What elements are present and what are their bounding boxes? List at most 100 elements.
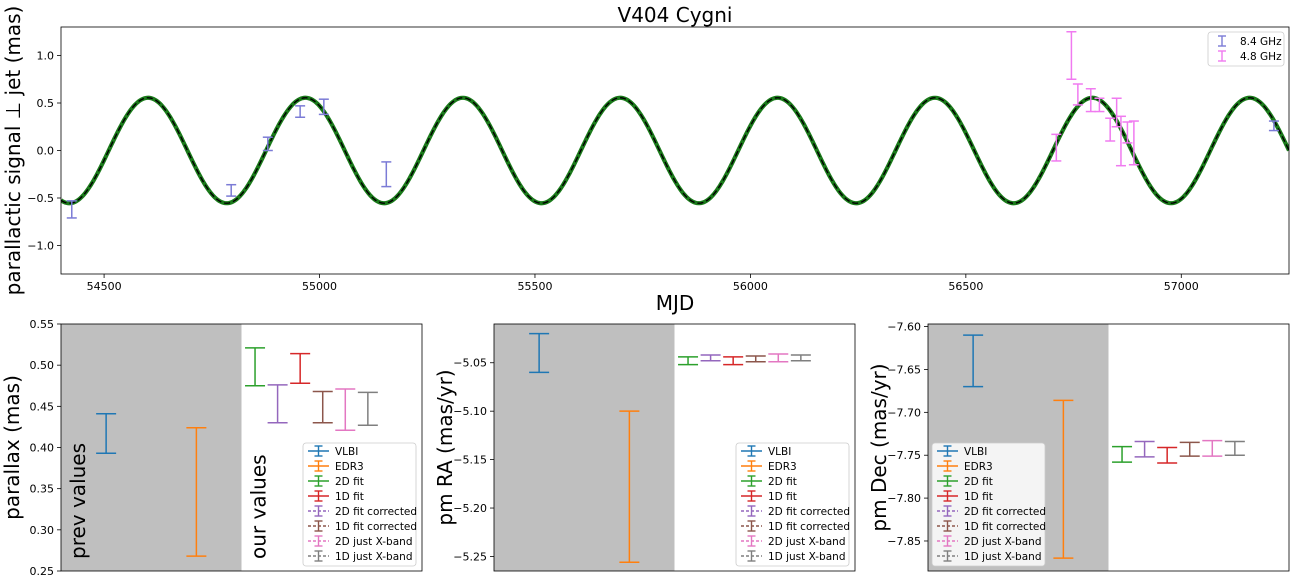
legend-box bbox=[735, 442, 850, 567]
errorbar-2d-fit bbox=[678, 356, 699, 366]
legend-label: 2D fit bbox=[335, 476, 364, 488]
errorbar-edr3 bbox=[186, 426, 207, 557]
errorbar-4-8ghz bbox=[1122, 121, 1133, 144]
y-tick-label: 0.0 bbox=[37, 145, 55, 158]
axes-frame bbox=[927, 323, 1290, 572]
errorbar-4-8ghz bbox=[1128, 120, 1139, 166]
x-tick-label: 54500 bbox=[87, 280, 122, 293]
errorbar-1d-just-x-band bbox=[790, 354, 811, 362]
x-tick-label: 55500 bbox=[517, 280, 552, 293]
y-axis-label: parallactic signal ⊥ jet (mas) bbox=[1, 6, 25, 296]
y-tick-label: −7.75 bbox=[887, 449, 921, 462]
y-tick-label: 0.55 bbox=[30, 318, 55, 331]
errorbar-1d-fit bbox=[290, 352, 311, 385]
errorbar-4-8ghz bbox=[1105, 117, 1116, 142]
errorbar-2d-fit-corrected bbox=[267, 384, 288, 424]
top-legend: 8.4 GHz 4.8 GHz bbox=[1207, 31, 1285, 67]
y-tick-label: 0.40 bbox=[30, 442, 55, 455]
y-tick-label: 0.50 bbox=[30, 359, 55, 372]
legend-label: 1D just X-band bbox=[964, 551, 1041, 563]
y-tick-label: −5.25 bbox=[453, 550, 487, 563]
errorbar-1d-fit bbox=[723, 356, 744, 366]
errorbar-1d-fit-corrected bbox=[312, 390, 333, 424]
errorbar-4-8ghz bbox=[1115, 115, 1126, 167]
errorbar-vlbi bbox=[96, 412, 117, 455]
legend-label: EDR3 bbox=[964, 461, 993, 473]
panel-legend: VLBI EDR3 2D fit 1D fit 2D fit corrected 1D f… bbox=[735, 442, 850, 567]
our-values-label: our values bbox=[247, 454, 271, 559]
panel-legend: VLBI EDR3 2D fit 1D fit 2D fit corrected 1D f… bbox=[302, 442, 417, 567]
y-tick-label: −5.10 bbox=[453, 405, 487, 418]
y-tick-label: −7.70 bbox=[887, 406, 921, 419]
errorbar-8-4ghz bbox=[318, 98, 329, 116]
errorbar-2d-fit-corrected bbox=[1134, 440, 1155, 458]
y-tick-label: 0.25 bbox=[30, 565, 55, 578]
x-tick-label: 56000 bbox=[733, 280, 768, 293]
prev-values-label: prev values bbox=[66, 443, 90, 559]
errorbar-4-8ghz bbox=[1094, 97, 1105, 113]
y-tick-label: −5.15 bbox=[453, 454, 487, 467]
legend-label: 1D just X-band bbox=[768, 551, 845, 563]
x-tick-label: 55000 bbox=[302, 280, 337, 293]
legend-label: 2D fit bbox=[964, 476, 993, 488]
y-tick-label: 0.45 bbox=[30, 400, 55, 413]
y-tick-label: −5.05 bbox=[453, 357, 487, 370]
errorbar-vlbi bbox=[529, 332, 550, 374]
legend-label: VLBI bbox=[964, 446, 987, 458]
legend-label: 2D just X-band bbox=[768, 536, 845, 548]
legend-label: 2D just X-band bbox=[964, 536, 1041, 548]
legend-label: 1D fit corrected bbox=[335, 521, 417, 533]
errorbar-4-8ghz bbox=[1066, 31, 1077, 80]
y-tick-label: 1.0 bbox=[37, 50, 55, 63]
legend-box bbox=[302, 442, 417, 567]
y-tick-label: −7.85 bbox=[887, 535, 921, 548]
errorbar-8-4ghz bbox=[381, 161, 392, 188]
errorbar-4-8ghz bbox=[1072, 83, 1083, 106]
errorbar-1d-fit-corrected bbox=[745, 355, 766, 363]
errorbar-1d-fit-corrected bbox=[1179, 441, 1200, 457]
legend-label: 2D fit corrected bbox=[335, 506, 417, 518]
y-axis-label: pm RA (mas/yr) bbox=[433, 369, 457, 525]
legend-box bbox=[931, 442, 1046, 567]
errorbar-edr3 bbox=[1053, 399, 1074, 559]
errorbar-2d-fit-corrected bbox=[700, 354, 721, 362]
y-tick-label: −7.80 bbox=[887, 492, 921, 505]
y-tick-label: −1.0 bbox=[27, 240, 54, 253]
errorbar-8-4ghz bbox=[226, 183, 237, 197]
errorbar-8-4ghz bbox=[262, 136, 273, 152]
errorbar-8-4ghz bbox=[66, 200, 77, 219]
top-axes-frame bbox=[60, 26, 1290, 275]
chart-title: V404 Cygni bbox=[618, 3, 733, 27]
errorbar-1d-just-x-band bbox=[1224, 440, 1245, 456]
legend-label: EDR3 bbox=[768, 461, 797, 473]
legend-label: VLBI bbox=[335, 446, 358, 458]
prev-values-shade bbox=[61, 324, 242, 571]
legend-box bbox=[1207, 31, 1285, 67]
legend-label: EDR3 bbox=[335, 461, 364, 473]
legend-label: 1D fit corrected bbox=[768, 521, 850, 533]
y-tick-label: −5.20 bbox=[453, 502, 487, 515]
y-axis-label: parallax (mas) bbox=[0, 375, 24, 520]
errorbar-8-4ghz bbox=[295, 105, 306, 118]
legend-label: 2D just X-band bbox=[335, 536, 412, 548]
x-tick-label: 57000 bbox=[1164, 280, 1199, 293]
y-tick-label: −0.5 bbox=[27, 192, 54, 205]
errorbar-2d-fit bbox=[1112, 445, 1133, 463]
y-tick-label: 0.35 bbox=[30, 483, 55, 496]
panel-legend: VLBI EDR3 2D fit 1D fit 2D fit corrected 1D f… bbox=[931, 442, 1046, 567]
y-tick-label: −7.65 bbox=[887, 363, 921, 376]
legend-label: 1D fit bbox=[335, 491, 364, 503]
x-tick-label: 56500 bbox=[948, 280, 983, 293]
legend-label: 2D fit corrected bbox=[768, 506, 850, 518]
legend-label: 8.4 GHz bbox=[1240, 36, 1282, 48]
errorbar-4-8ghz bbox=[1051, 133, 1062, 162]
axes-frame bbox=[493, 323, 856, 572]
y-axis-label: pm Dec (mas/yr) bbox=[867, 363, 891, 531]
legend-label: 2D fit corrected bbox=[964, 506, 1046, 518]
errorbar-edr3 bbox=[619, 410, 640, 564]
errorbar-2d-fit bbox=[245, 347, 266, 387]
legend-label: 2D fit bbox=[768, 476, 797, 488]
errorbar-4-8ghz bbox=[1111, 97, 1122, 128]
legend-label: 1D fit corrected bbox=[964, 521, 1046, 533]
